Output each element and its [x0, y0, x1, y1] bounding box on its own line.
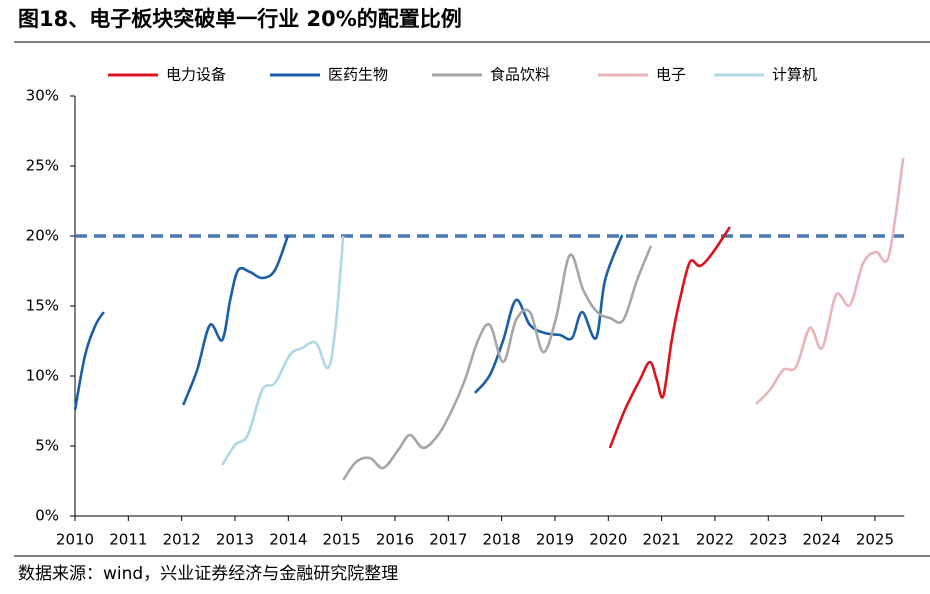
x-tick-label: 2017: [429, 531, 467, 549]
series-line: [182, 235, 290, 406]
series-line: [342, 245, 653, 481]
x-tick-label: 2022: [696, 531, 734, 549]
y-tick-label: 0%: [35, 507, 59, 525]
x-tick-label: 2020: [589, 531, 627, 549]
x-tick-label: 2025: [856, 531, 894, 549]
x-tick-label: 2013: [216, 531, 254, 549]
series-line: [221, 235, 345, 466]
legend-label: 计算机: [772, 66, 817, 84]
x-tick-label: 2016: [376, 531, 414, 549]
y-tick-label: 20%: [26, 227, 59, 245]
x-tick-label: 2012: [163, 531, 201, 549]
x-tick-label: 2023: [749, 531, 787, 549]
y-tick-label: 25%: [26, 157, 59, 175]
y-tick-label: 5%: [35, 437, 59, 455]
legend-label: 食品饮料: [490, 66, 550, 84]
legend-label: 电子: [656, 66, 686, 84]
x-tick-label: 2019: [536, 531, 574, 549]
x-tick-label: 2014: [269, 531, 307, 549]
y-tick-label: 10%: [26, 367, 59, 385]
y-tick-label: 15%: [26, 297, 59, 315]
x-tick-label: 2024: [803, 531, 841, 549]
x-tick-label: 2010: [56, 531, 94, 549]
source-note: 数据来源：wind，兴业证券经济与金融研究院整理: [18, 564, 398, 584]
series-line: [608, 226, 731, 449]
x-tick-label: 2011: [109, 531, 147, 549]
legend-label: 电力设备: [166, 66, 226, 84]
x-tick-label: 2021: [643, 531, 681, 549]
chart-title: 图18、电子板块突破单一行业 20%的配置比例: [18, 7, 462, 31]
x-tick-label: 2018: [483, 531, 521, 549]
x-tick-label: 2015: [323, 531, 361, 549]
series-line: [73, 311, 105, 411]
legend-label: 医药生物: [328, 66, 388, 84]
series-line: [755, 157, 905, 405]
y-tick-label: 30%: [26, 87, 59, 105]
